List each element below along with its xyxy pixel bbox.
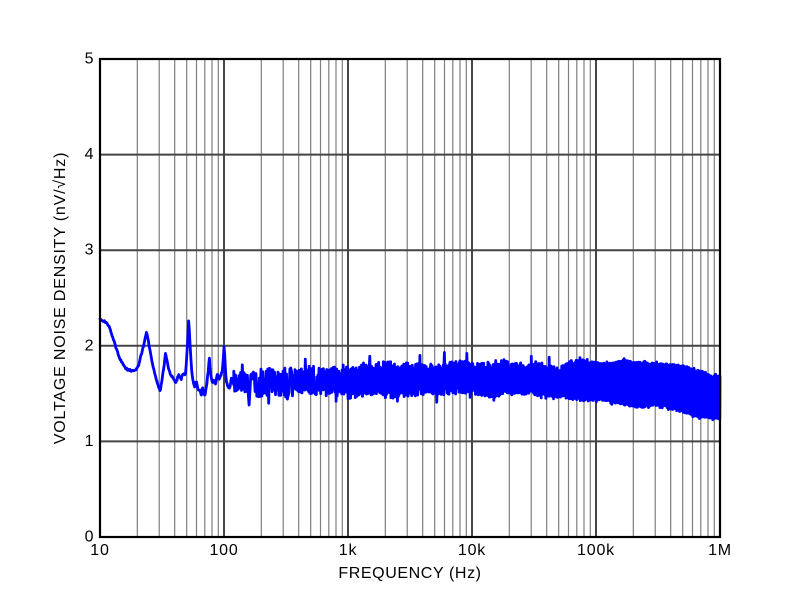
svg-text:100: 100 xyxy=(209,542,238,559)
svg-text:1: 1 xyxy=(85,433,94,450)
svg-text:4: 4 xyxy=(85,146,94,163)
svg-text:VOLTAGE NOISE DENSITY (nV/√Hz): VOLTAGE NOISE DENSITY (nV/√Hz) xyxy=(52,152,69,444)
svg-text:0: 0 xyxy=(85,529,94,546)
svg-text:1M: 1M xyxy=(708,542,732,559)
svg-text:10: 10 xyxy=(90,542,109,559)
svg-text:FREQUENCY (Hz): FREQUENCY (Hz) xyxy=(338,565,481,582)
svg-text:1k: 1k xyxy=(339,542,358,559)
svg-text:5: 5 xyxy=(85,51,94,68)
svg-text:10k: 10k xyxy=(458,542,486,559)
svg-text:3: 3 xyxy=(85,242,94,259)
svg-text:100k: 100k xyxy=(577,542,615,559)
svg-text:2: 2 xyxy=(85,337,94,354)
